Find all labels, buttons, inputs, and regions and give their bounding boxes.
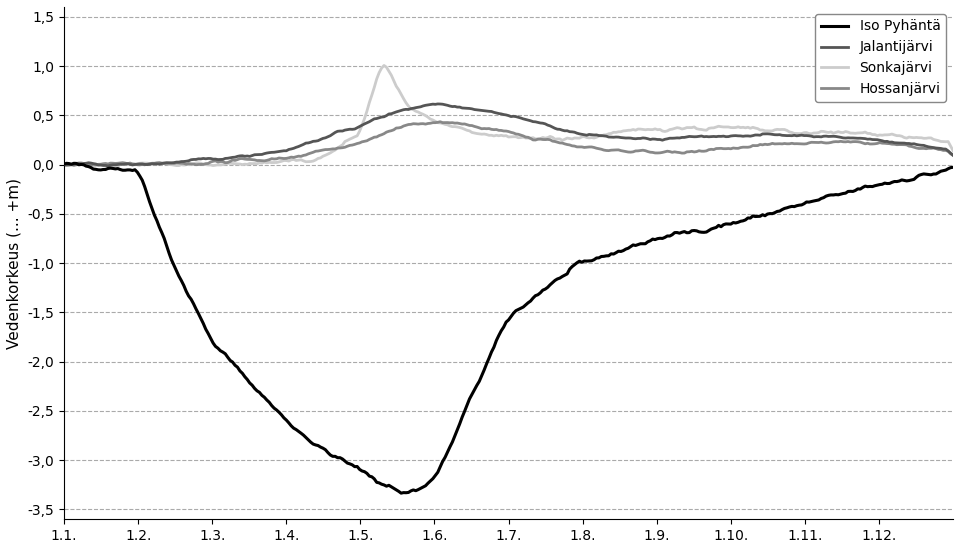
Y-axis label: Vedenkorkeus (... +m): Vedenkorkeus (... +m) <box>7 178 22 349</box>
Legend: Iso Pyhäntä, Jalantijärvi, Sonkajärvi, Hossanjärvi: Iso Pyhäntä, Jalantijärvi, Sonkajärvi, H… <box>815 14 947 102</box>
